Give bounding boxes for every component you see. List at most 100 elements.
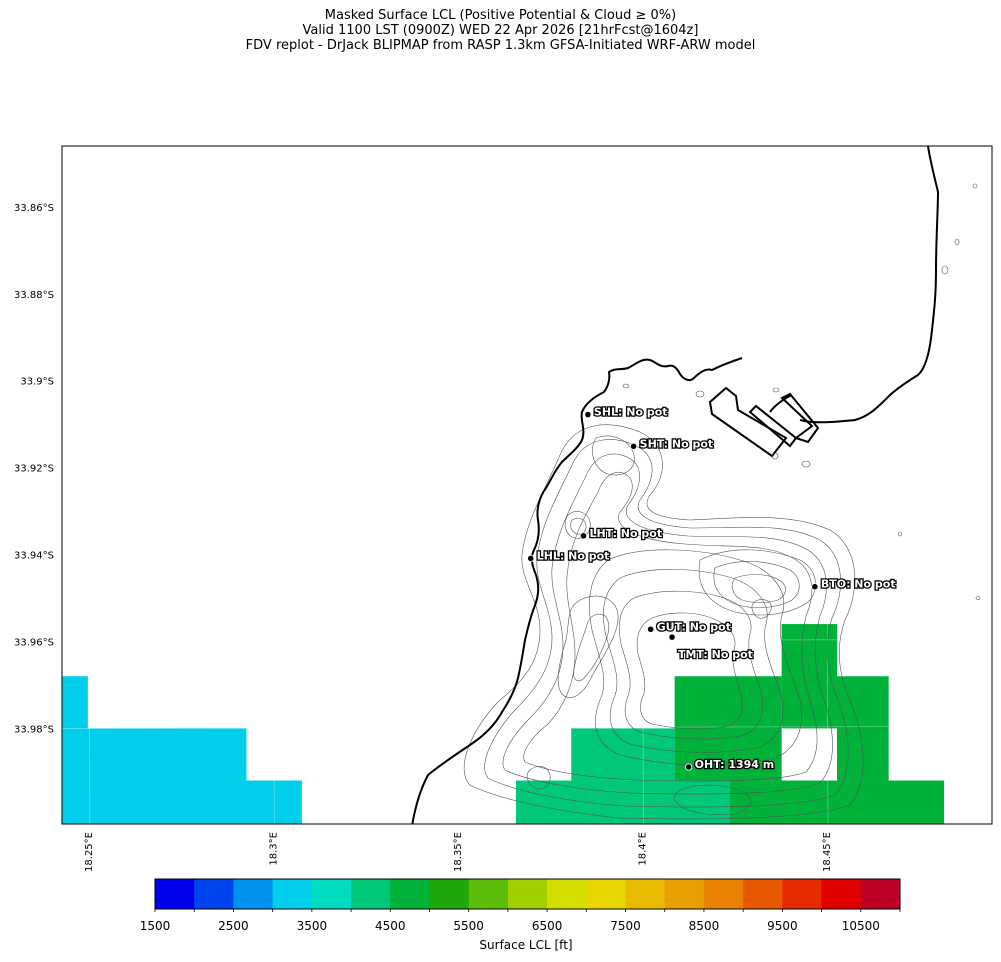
colorbar-swatch [390,879,430,909]
lat-tick-label: 33.9°S [20,377,54,388]
lon-tick-label: 18.25°E [84,832,95,872]
lcl-cell-3 [515,780,730,824]
colorbar-swatch [155,879,195,909]
coastline-path [799,146,940,424]
parallel-line [62,378,992,382]
lat-tick-label: 33.94°S [14,551,54,562]
terrain-contour [570,517,587,535]
lat-tick-label: 33.86°S [14,203,54,214]
lat-tick-label: 33.98°S [14,724,54,735]
colorbar-swatch [703,879,744,909]
islet [972,183,978,189]
lcl-cell-4 [571,728,675,781]
colorbar-swatch [625,879,666,909]
islet [695,390,705,398]
terrain-contour [751,599,772,619]
colorbar-tick-label: 2500 [218,919,249,933]
terrain-contour [573,613,609,682]
parallel-line [62,725,992,729]
lat-tick-label: 33.88°S [14,290,54,301]
colorbar-label: Surface LCL [ft] [479,938,572,952]
islets [622,183,981,600]
terrain-contour [589,549,802,766]
longitude-axis: 18.25°E 18.3°E 18.35°E 18.4°E 18.45°E [84,832,833,872]
title-line-2: Valid 1100 LST (0900Z) WED 22 Apr 2026 [… [302,23,699,38]
title-line-3: FDV replot - DrJack BLIPMAP from RASP 1.… [245,38,756,53]
islet [771,452,779,460]
islet [954,238,960,246]
map-area: SHL: No pot SHT: No pot LHT: No pot LHL: No… [62,146,992,824]
colorbar-swatch [429,879,470,909]
colorbar-swatch [547,879,587,909]
terrain-contour [603,569,784,753]
colorbar-tick-label: 9500 [767,919,798,933]
islet [898,531,902,537]
meridian-line [87,146,91,824]
colorbar-tick-label: 6500 [532,919,563,933]
title-line-1: Masked Surface LCL (Positive Potential &… [324,8,677,23]
colorbar-swatch [586,879,627,909]
colorbar-tick-label: 8500 [689,919,720,933]
site-label-bto: BTO: No pot [821,578,896,591]
colorbar-tick-label: 3500 [297,919,328,933]
site-marker-tmt [668,633,676,641]
site-markers: SHL: No pot SHT: No pot LHT: No pot LHL: No… [527,404,897,772]
lon-tick-label: 18.4°E [637,832,648,866]
site-marker-shl [584,410,592,419]
islet [941,265,949,275]
terrain-contour [502,453,833,795]
harbour-outline [780,392,820,444]
colorbar-swatch [194,879,234,909]
terrain-contour [731,574,786,603]
lon-tick-label: 18.45°E [822,832,833,872]
terrain-contour [463,424,864,820]
parallel-line [62,465,992,469]
terrain-contour [636,612,743,730]
terrain-contours [463,424,864,820]
colorbar-tick-label: 4500 [375,919,406,933]
lcl-cell-7 [837,676,889,781]
islet [772,387,780,393]
islet [801,460,811,468]
grid-lines [62,146,992,824]
meridian-line [456,146,460,824]
lcl-cell-0 [62,676,88,729]
colorbar-frame [154,878,901,910]
site-marker-bto [811,583,819,591]
colorbar: 1500 2500 3500 4500 5500 6500 7500 8500 9500 1050… [140,878,901,933]
site-label-lhl: LHL: No pot [537,549,610,562]
site-marker-sht [630,442,638,450]
site-label-lht: LHT: No pot [589,527,662,540]
figure-title: Masked Surface LCL (Positive Potential &… [0,8,1001,53]
colorbar-swatch [311,879,352,909]
coastline [411,146,940,824]
lcl-cell-2 [62,780,302,824]
site-marker-lhl [527,554,535,563]
lcl-cell-5 [674,676,782,781]
colorbar-swatch [272,879,313,909]
terrain-contour [713,561,800,609]
lcl-cell-8 [729,780,945,824]
map-frame [61,145,993,825]
colorbar-swatch [664,879,705,909]
parallel-line [62,291,992,295]
meridian-line [641,146,644,824]
meridian-line [271,146,275,824]
islet [622,383,630,389]
terrain-contour [698,549,816,616]
parallel-line [62,204,992,208]
colorbar-swatch [351,879,391,909]
latitude-axis: 33.86°S 33.88°S 33.9°S 33.92°S 33.94°S 33.96°… [14,203,54,736]
colorbar-swatch [743,879,783,909]
colorbar-tick-label: 10500 [842,919,880,933]
harbour-outline [748,404,798,448]
coastline-path [769,394,793,413]
terrain-contour [619,590,763,740]
site-label-shl: SHL: No pot [594,406,668,419]
islet [975,596,981,600]
site-marker-oht [685,763,693,771]
colorbar-swatch [233,879,274,909]
terrain-contour [526,766,551,790]
colorbar-swatch [507,879,548,909]
